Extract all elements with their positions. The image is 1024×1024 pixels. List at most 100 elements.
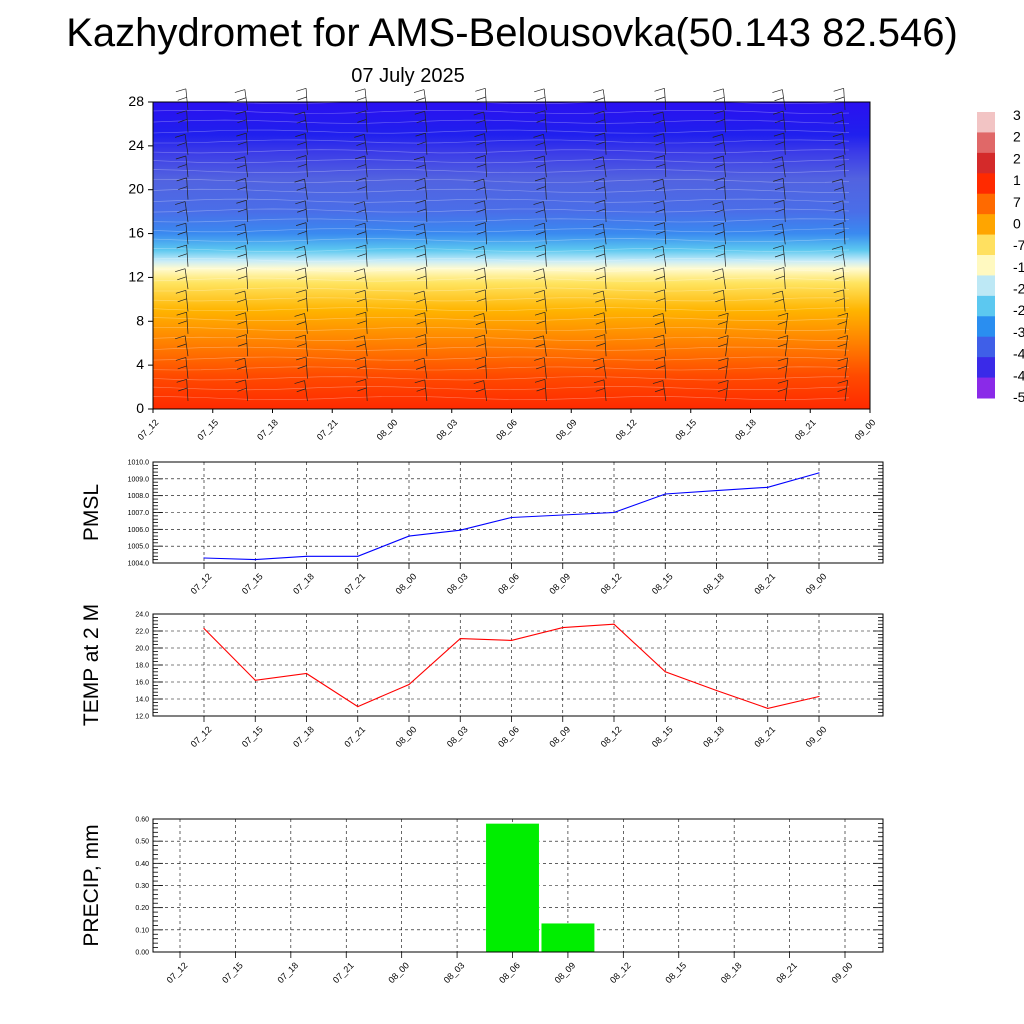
- wind-barb-feather: [177, 164, 187, 168]
- wind-barb-feather: [413, 89, 425, 93]
- y-tick-label: 0.30: [135, 883, 149, 890]
- colorbar-swatch: [977, 377, 995, 399]
- wind-barb: [723, 155, 726, 178]
- y-tick-label: 0: [136, 400, 144, 416]
- x-tick-label: 07_21: [342, 571, 367, 596]
- isotherm: [152, 149, 850, 154]
- colorbar: 3 2 2 1 7 0 -7 -1 -2 -2 -3 -4 -4 -5: [977, 107, 1024, 405]
- x-tick-label: 08_12: [599, 724, 624, 749]
- wind-barb-feather: [773, 110, 784, 115]
- wind-barb-feather: [296, 321, 306, 325]
- isotherm: [152, 228, 850, 233]
- wind-barb-feather: [774, 164, 784, 169]
- wind-barb-feather: [536, 320, 546, 325]
- wind-barb-feather: [178, 320, 188, 325]
- wind-barb: [662, 179, 667, 200]
- data-point: [562, 514, 564, 516]
- wind-barb-feather: [835, 96, 845, 101]
- wind-barb-feather: [296, 119, 306, 124]
- x-tick-label: 09_00: [853, 417, 878, 442]
- wind-barb: [484, 267, 487, 290]
- x-tick-label: 07_15: [195, 417, 220, 442]
- wind-barb-feather: [772, 156, 783, 161]
- isotherm: [152, 396, 850, 400]
- wind-barb-feather: [533, 268, 544, 273]
- wind-barb-feather: [595, 298, 605, 303]
- wind-barb: [423, 358, 428, 379]
- wind-barb: [783, 133, 786, 155]
- colorbar-swatch: [977, 316, 995, 338]
- wind-barb-feather: [595, 253, 605, 258]
- wind-barb-feather: [777, 357, 789, 362]
- cross-section-panel: 0 4 8 12 16 20 24 28 07_12 07_15 07_18 07_21 08_00 08…: [128, 87, 878, 442]
- wind-barb-feather: [654, 155, 665, 159]
- wind-barb: [365, 177, 368, 200]
- x-tick-label: 07_15: [240, 571, 265, 596]
- wind-barb-feather: [237, 320, 247, 325]
- wind-barb-feather: [414, 312, 425, 317]
- wind-barb: [663, 267, 667, 290]
- isotherm: [152, 257, 850, 262]
- wind-barb-feather: [655, 141, 665, 146]
- wind-barb-feather: [234, 223, 245, 228]
- wind-barb: [843, 88, 846, 111]
- wind-barb-feather: [475, 321, 486, 325]
- wind-barb: [363, 335, 368, 357]
- wind-barb-feather: [474, 334, 485, 339]
- wind-barb-feather: [356, 276, 366, 281]
- wind-barb-feather: [297, 343, 307, 347]
- wind-barb-feather: [535, 343, 545, 348]
- data-point: [305, 555, 308, 557]
- wind-barb-feather: [476, 298, 486, 302]
- wind-barb-feather: [718, 321, 728, 325]
- wind-barb-feather: [175, 155, 186, 160]
- data-point: [510, 639, 513, 641]
- wind-barb-feather: [835, 298, 845, 302]
- wind-barb-feather: [415, 334, 426, 338]
- wind-barb: [185, 155, 189, 178]
- wind-barb: [425, 267, 428, 290]
- wind-barb: [664, 289, 667, 312]
- wind-barb-feather: [777, 343, 787, 348]
- wind-barb-feather: [416, 366, 426, 370]
- isotherm: [152, 366, 850, 371]
- wind-barb-feather: [837, 357, 848, 362]
- wind-barb-feather: [414, 245, 425, 249]
- wind-barb-feather: [476, 96, 486, 101]
- wind-barb-feather: [476, 230, 486, 235]
- wind-barb: [244, 156, 249, 178]
- wind-barb-feather: [296, 87, 307, 92]
- isotherm: [152, 218, 850, 223]
- wind-barb-feather: [175, 357, 186, 361]
- wind-barb-feather: [777, 312, 789, 317]
- y-tick-label: 28: [128, 93, 144, 109]
- wind-barb: [784, 335, 789, 357]
- wind-barb-feather: [652, 111, 664, 116]
- wind-barb-feather: [654, 254, 665, 258]
- colorbar-swatch: [977, 112, 995, 133]
- y-tick-label: 16: [128, 225, 144, 241]
- wind-barb: [484, 222, 487, 245]
- wind-barb: [723, 223, 726, 245]
- wind-barb: [664, 222, 667, 245]
- x-tick-label: 08_09: [547, 571, 572, 596]
- wind-barb-feather: [833, 289, 844, 294]
- wind-barb-feather: [473, 111, 484, 116]
- wind-barb-feather: [356, 209, 366, 214]
- wind-barb-feather: [534, 222, 545, 227]
- wind-barb-feather: [653, 133, 664, 137]
- wind-barb-feather: [718, 312, 729, 317]
- wind-barb: [783, 267, 786, 290]
- wind-barb: [723, 88, 726, 111]
- wind-barb-feather: [837, 379, 848, 384]
- wind-barb-feather: [416, 119, 426, 124]
- wind-barb-feather: [654, 289, 665, 294]
- isotherm: [152, 188, 850, 193]
- colorbar-swatch: [977, 234, 995, 256]
- wind-barb-feather: [777, 321, 787, 325]
- wind-barb: [184, 268, 189, 290]
- data-point: [510, 516, 513, 519]
- wind-barb-feather: [416, 141, 427, 146]
- y-tick-label: 0.60: [135, 817, 149, 824]
